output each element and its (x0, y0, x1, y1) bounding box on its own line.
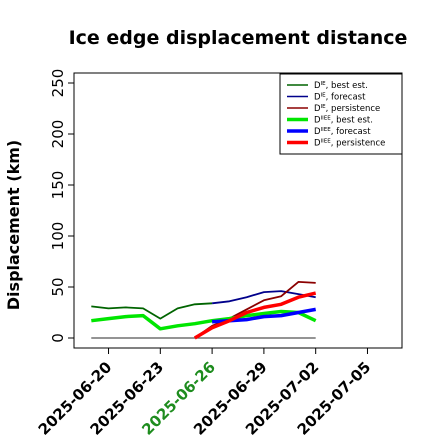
legend-entry: DIIEE, persistence (314, 139, 385, 149)
legend-box (279, 73, 403, 155)
plot-frame (73, 72, 403, 349)
y-tick-label: 250 (49, 69, 67, 98)
y-axis-label: Displacement (km) (4, 140, 23, 310)
series-line-2 (211, 290, 316, 305)
legend-entry: DIE, forecast (314, 93, 366, 103)
legend-entry: DIE, best est. (314, 81, 368, 91)
x-axis: 2025-06-202025-06-232025-06-262025-06-29… (35, 348, 374, 439)
y-tick-label: 0 (49, 333, 67, 343)
y-tick-label: 100 (49, 222, 67, 251)
series-line-3 (194, 280, 316, 339)
legend-entry: DIIEE, forecast (314, 127, 371, 137)
y-tick-label: 50 (49, 277, 67, 296)
legend-entry: DIE, persistence (314, 104, 380, 114)
series-line-6 (193, 291, 317, 340)
y-tick-label: 200 (49, 120, 67, 149)
chart-title: Ice edge displacement distance (69, 27, 408, 49)
legend-entry: DIIEE, best est. (314, 116, 373, 126)
series-line-1 (91, 302, 213, 320)
series-layer (91, 280, 317, 340)
series-line-4 (91, 309, 317, 331)
y-tick-label: 150 (49, 171, 67, 200)
y-axis: 0 50 100 150 200 250 (49, 69, 74, 343)
